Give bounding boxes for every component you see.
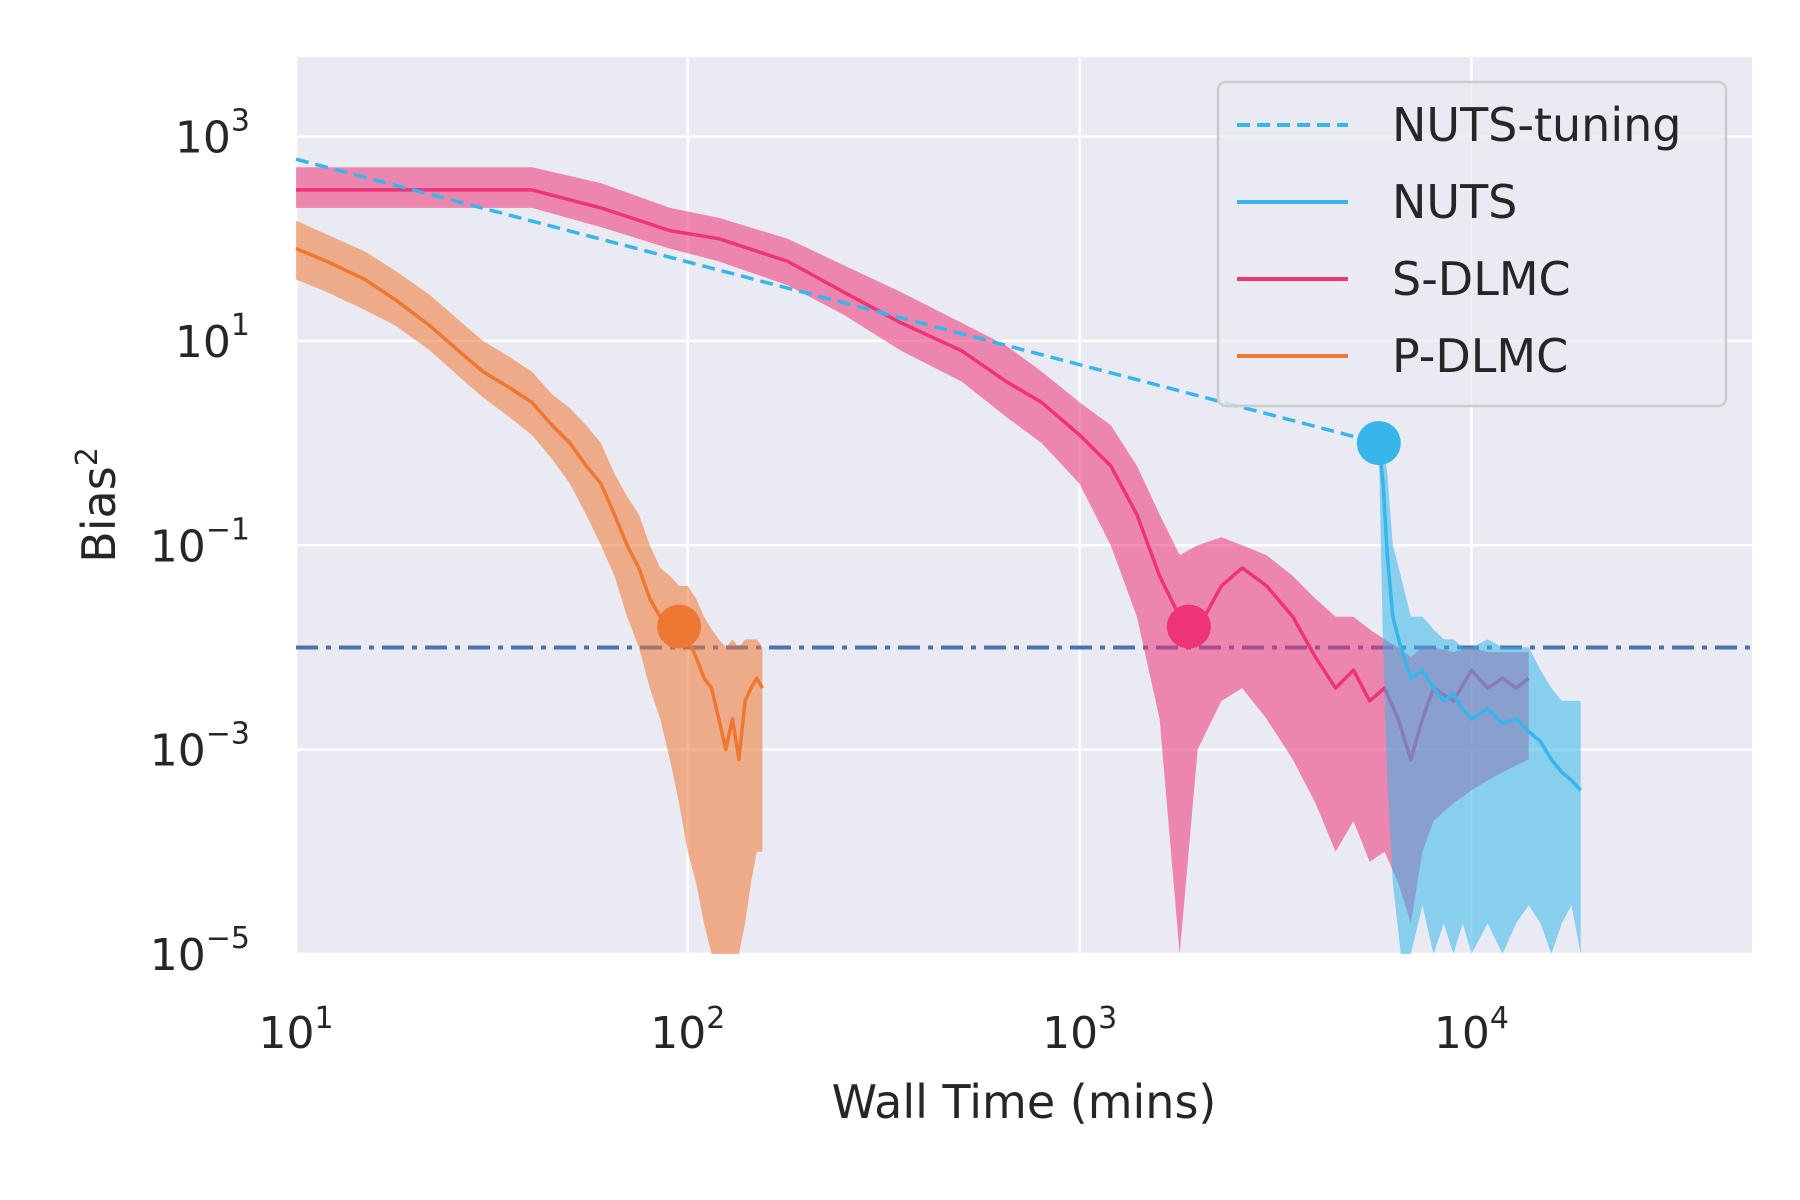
legend-label: S-DLMC xyxy=(1392,252,1571,306)
x-tick-label: 101 xyxy=(258,1001,333,1059)
y-tick-base: 10 xyxy=(175,317,231,368)
y-tick-label: 10−5 xyxy=(150,921,250,981)
x-tick-base: 10 xyxy=(650,1008,706,1059)
x-tick-label: 103 xyxy=(1042,1001,1117,1059)
x-tick-exponent: 3 xyxy=(1098,1001,1117,1036)
series-p-dlmc xyxy=(295,220,764,954)
series-line-p-dlmc xyxy=(295,246,764,762)
y-tick-exponent: 1 xyxy=(231,308,250,343)
x-tick-base: 10 xyxy=(1042,1008,1098,1059)
legend-label: NUTS-tuning xyxy=(1392,98,1681,152)
y-axis-label: Bias2 xyxy=(70,447,126,563)
y-tick-exponent: −3 xyxy=(206,717,250,752)
series-nuts xyxy=(1377,435,1582,954)
x-tick-exponent: 1 xyxy=(314,1001,333,1036)
series-line-nuts-tuning xyxy=(295,157,1380,445)
legend: NUTS-tuning NUTS S-DLMC P-DLMC xyxy=(1216,80,1728,408)
y-tick-exponent: −5 xyxy=(206,921,250,956)
legend-label: P-DLMC xyxy=(1392,329,1568,383)
y-tick-label: 101 xyxy=(175,308,250,368)
series-layer xyxy=(295,157,1582,955)
x-tick-base: 10 xyxy=(1434,1008,1490,1059)
series-nuts-tuning xyxy=(295,157,1380,445)
legend-item-nuts-tuning: NUTS-tuning xyxy=(1237,98,1681,152)
legend-item-p-dlmc: P-DLMC xyxy=(1237,329,1568,383)
legend-item-nuts: NUTS xyxy=(1237,175,1517,229)
y-axis-label-base: Bias xyxy=(72,466,126,563)
x-axis-ticks: 101 102 103 104 xyxy=(258,1001,1509,1059)
legend-label: NUTS xyxy=(1392,175,1517,229)
x-tick-label: 104 xyxy=(1434,1001,1509,1059)
x-axis-label: Wall Time (mins) xyxy=(832,1075,1217,1129)
x-tick-exponent: 4 xyxy=(1490,1001,1509,1036)
marker-nuts xyxy=(1356,421,1401,466)
y-axis-label-exponent: 2 xyxy=(70,447,105,466)
series-band-nuts xyxy=(1378,435,1581,954)
legend-box xyxy=(1216,80,1728,408)
marker-p-dlmc xyxy=(657,604,702,649)
x-tick-base: 10 xyxy=(258,1008,314,1059)
y-tick-base: 10 xyxy=(150,930,206,981)
marker-s-dlmc xyxy=(1166,604,1211,649)
y-tick-base: 10 xyxy=(175,113,231,164)
y-tick-base: 10 xyxy=(150,726,206,777)
x-tick-label: 102 xyxy=(650,1001,725,1059)
y-tick-base: 10 xyxy=(150,521,206,572)
series-line-nuts xyxy=(1377,442,1582,792)
y-tick-label: 10−1 xyxy=(150,512,250,572)
y-tick-label: 103 xyxy=(175,104,250,164)
y-tick-exponent: 3 xyxy=(231,104,250,139)
y-tick-exponent: −1 xyxy=(206,512,250,547)
x-tick-exponent: 2 xyxy=(706,1001,725,1036)
series-band-p-dlmc xyxy=(296,220,763,954)
y-tick-label: 10−3 xyxy=(150,717,250,777)
legend-item-s-dlmc: S-DLMC xyxy=(1237,252,1571,306)
